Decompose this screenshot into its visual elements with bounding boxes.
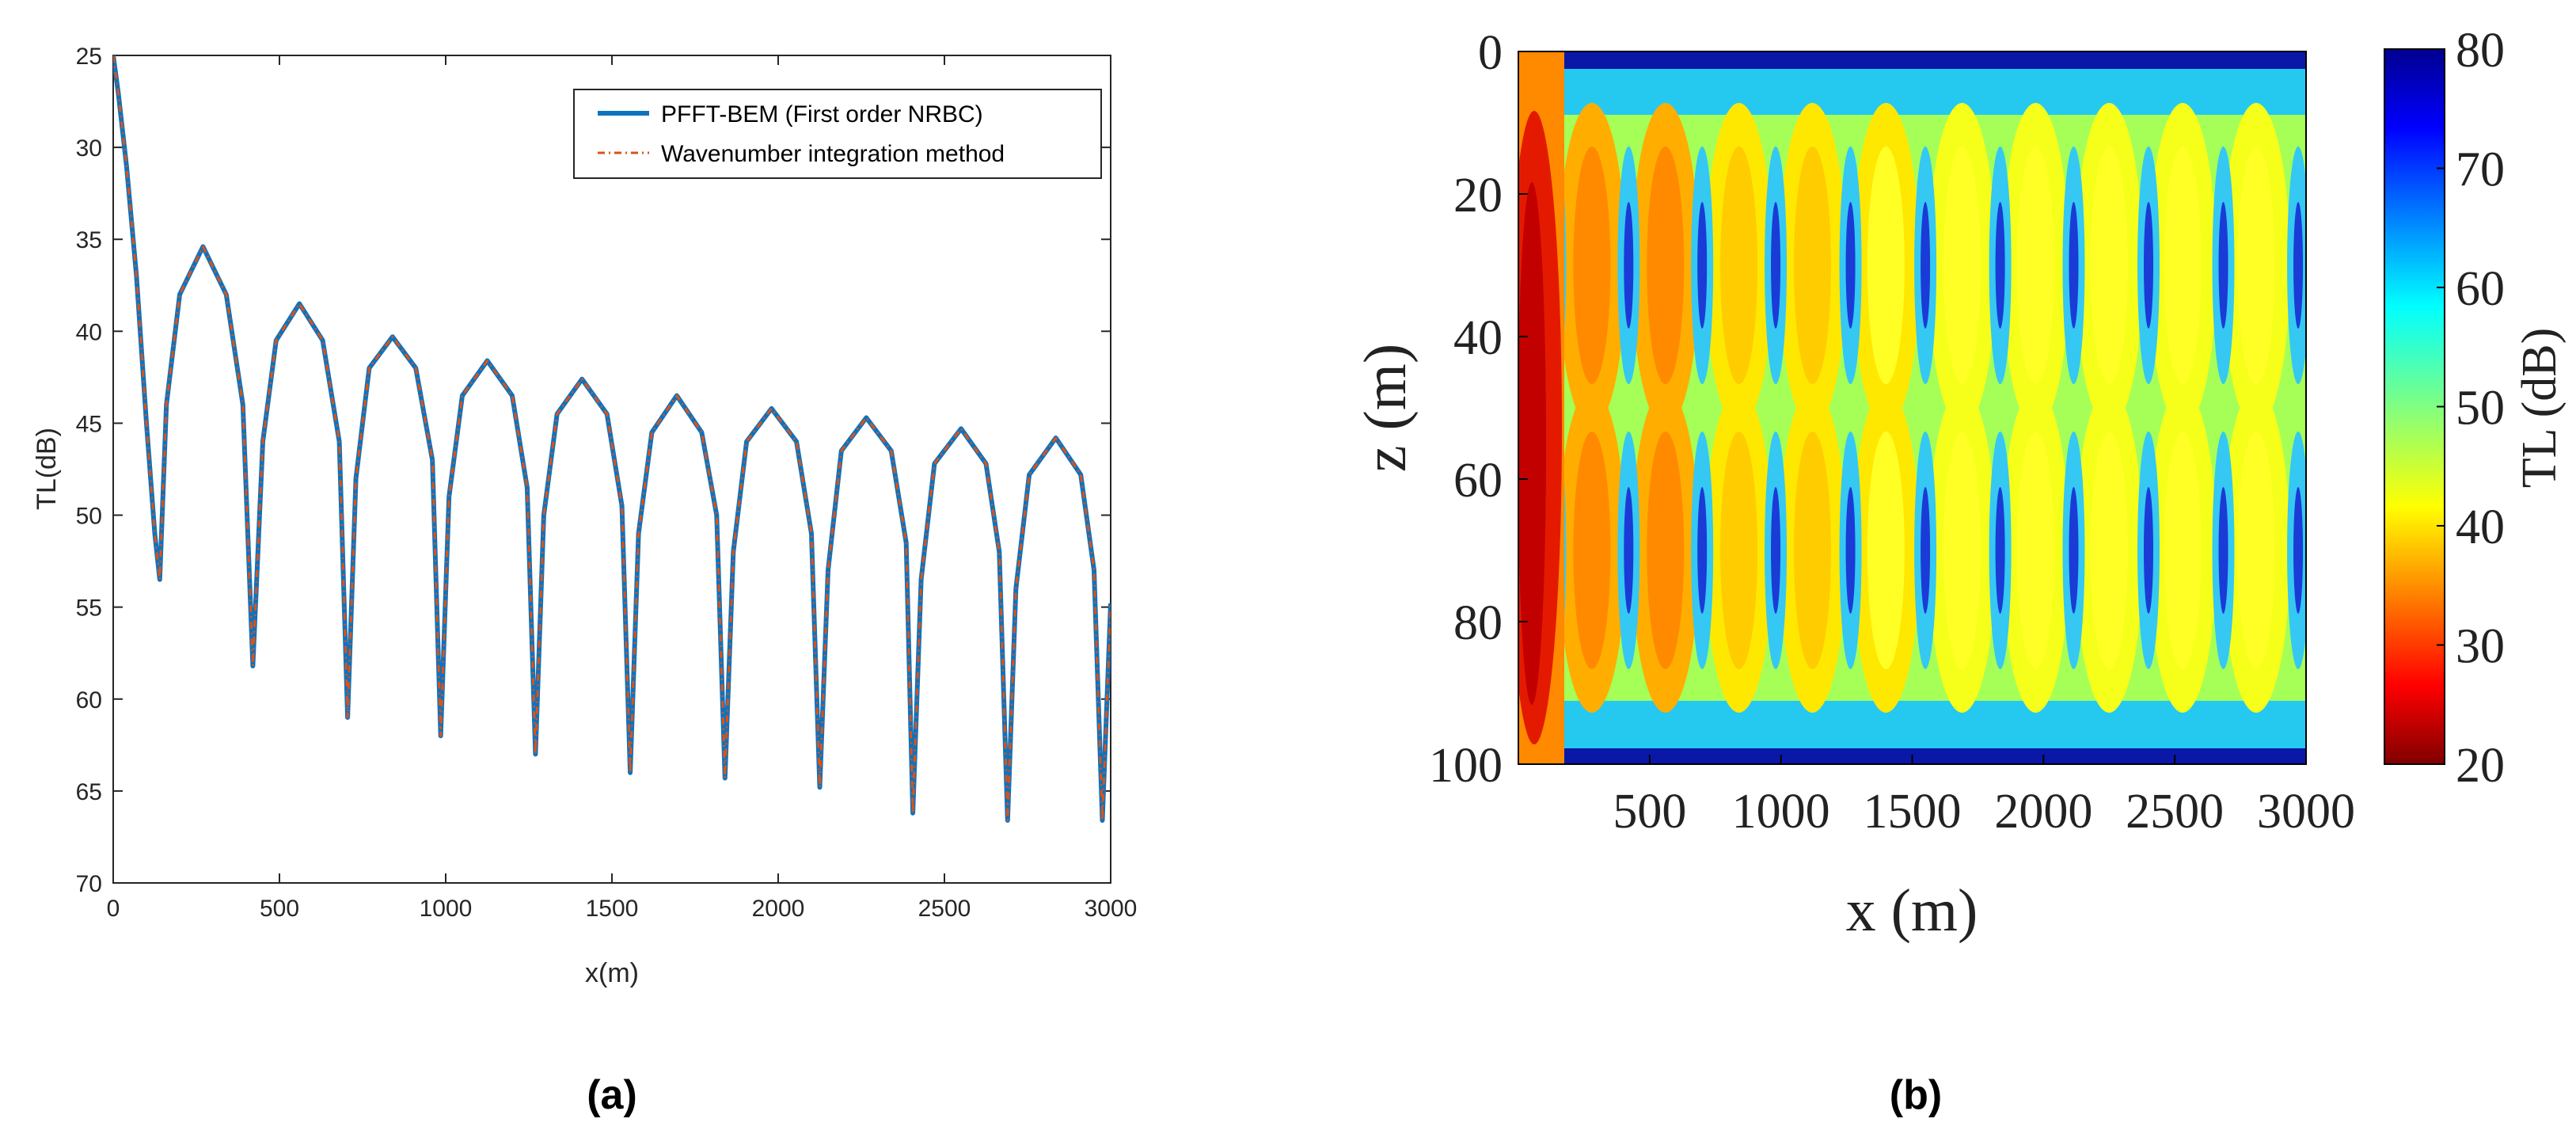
tl-null: [1921, 487, 1931, 614]
heatmap-panel-b: 500 1000 1500 2000 2500 3000 0 20 40 60 80 100 x (…: [1352, 24, 2567, 1118]
tl-null: [2069, 487, 2079, 614]
legend-label-pfft-bem: PFFT-BEM (First order NRBC): [661, 101, 983, 127]
tl-lobe-core: [2090, 146, 2128, 384]
tl-null: [2144, 487, 2153, 614]
tl-null: [1995, 202, 2005, 329]
series-pfft-bem-line: [113, 55, 1111, 823]
y-tick-label: 100: [1429, 739, 1503, 793]
y-tick-label: 55: [76, 595, 102, 622]
colorbar-tick-label: 50: [2456, 382, 2505, 436]
tl-null: [1771, 487, 1781, 614]
colorbar-tick-label: 20: [2456, 739, 2505, 793]
x-tick-label: 1500: [586, 896, 639, 922]
tl-lobe-core: [1647, 432, 1685, 669]
colorbar-tick-label: 80: [2456, 24, 2505, 78]
tl-lobe-core: [2237, 146, 2275, 384]
colorbar-tick-label: 30: [2456, 620, 2505, 674]
y-axis: 0 20 40 60 80 100: [1429, 26, 1528, 793]
x-axis: 0 500 1000 1500 2000 2500 3000: [107, 55, 1138, 922]
tl-lobe-core: [2164, 146, 2202, 384]
colorbar-gradient: [2384, 48, 2445, 765]
x-axis-label: x(m): [585, 958, 639, 988]
tl-null: [1624, 487, 1634, 614]
tl-null: [2293, 202, 2304, 329]
x-tick-label: 1500: [1864, 785, 1962, 839]
tl-null: [2218, 487, 2228, 614]
tl-null: [1697, 202, 1708, 329]
x-tick-label: 3000: [1085, 896, 1138, 922]
tl-null: [1624, 202, 1634, 329]
colorbar-tick-label: 40: [2456, 500, 2505, 554]
tl-lobe-core: [1943, 146, 1981, 384]
y-tick-label: 80: [1453, 596, 1503, 650]
y-tick-label: 65: [76, 779, 102, 805]
tl-null: [1771, 202, 1781, 329]
legend: PFFT-BEM (First order NRBC) Wavenumber i…: [573, 89, 1102, 179]
tl-lobe-core: [1720, 146, 1758, 384]
colorbar-label: TL (dB): [2513, 328, 2567, 489]
y-tick-label: 40: [76, 319, 102, 345]
y-tick-label: 45: [76, 411, 102, 437]
y-tick-label: 60: [76, 687, 102, 713]
tl-null: [2293, 487, 2304, 614]
x-tick-label: 2500: [2126, 785, 2224, 839]
x-tick-label: 500: [260, 896, 299, 922]
y-axis-label: TL(dB): [32, 428, 62, 510]
plot-area-frame: [112, 55, 1111, 884]
legend-box: [573, 89, 1102, 179]
x-tick-label: 500: [1613, 785, 1686, 839]
y-tick-label: 0: [1478, 26, 1503, 80]
y-tick-label: 60: [1453, 454, 1503, 508]
tl-null: [2069, 202, 2079, 329]
colorbar-tick-label: 70: [2456, 143, 2505, 197]
panel-label-b: (b): [1890, 1072, 1942, 1118]
tl-lobe-core: [2016, 146, 2054, 384]
tl-lobe-core: [1573, 432, 1611, 669]
x-tick-label: 0: [107, 896, 120, 922]
tl-lobe-core: [2090, 432, 2128, 669]
tl-lobe-core: [1867, 432, 1905, 669]
x-tick-label: 2500: [918, 896, 971, 922]
x-tick-label: 1000: [1732, 785, 1830, 839]
y-tick-label: 50: [76, 504, 102, 530]
tl-null: [1921, 202, 1931, 329]
line-chart-panel-a: 0 500 1000 1500 2000 2500 3000 25 30 35 40 45 50 55 6…: [32, 44, 1137, 1118]
tl-lobe-core: [2016, 432, 2054, 669]
x-tick-label: 2000: [1994, 785, 2092, 839]
tl-lobe-core: [2237, 432, 2275, 669]
y-tick-label: 70: [76, 871, 102, 897]
tl-lobe-core: [2164, 432, 2202, 669]
panel-label-a: (a): [587, 1072, 637, 1118]
y-tick-label: 35: [76, 227, 102, 253]
colorbar: 20 30 40 50 60 70 80 TL (dB): [2384, 24, 2567, 793]
y-axis-label: z (m): [1352, 344, 1419, 472]
tl-lobe-core: [1867, 146, 1905, 384]
tl-lobe-core: [1793, 146, 1831, 384]
tl-lobe-core: [1793, 432, 1831, 669]
colorbar-tick-label: 60: [2456, 262, 2505, 316]
y-tick-label: 30: [76, 135, 102, 162]
tl-null: [1845, 202, 1856, 329]
y-tick-label: 25: [76, 44, 102, 70]
tl-null: [1995, 487, 2005, 614]
legend-label-wavenumber: Wavenumber integration method: [661, 141, 1005, 167]
x-tick-label: 3000: [2257, 785, 2355, 839]
y-tick-label: 20: [1453, 169, 1503, 223]
tl-null: [2218, 202, 2228, 329]
tl-lobe-core: [1647, 146, 1685, 384]
heatmap-field: [1518, 51, 2306, 764]
y-tick-label: 40: [1453, 311, 1503, 365]
x-tick-label: 2000: [752, 896, 805, 922]
tl-null: [1697, 487, 1708, 614]
tl-null: [1845, 487, 1856, 614]
tl-lobe-core: [1720, 432, 1758, 669]
tl-null: [2144, 202, 2153, 329]
tl-lobe-core: [1573, 146, 1611, 384]
x-axis-label: x (m): [1846, 877, 1978, 944]
tl-lobe-core: [1943, 432, 1981, 669]
x-tick-label: 1000: [420, 896, 473, 922]
x-axis: 500 1000 1500 2000 2500 3000: [1613, 755, 2355, 839]
